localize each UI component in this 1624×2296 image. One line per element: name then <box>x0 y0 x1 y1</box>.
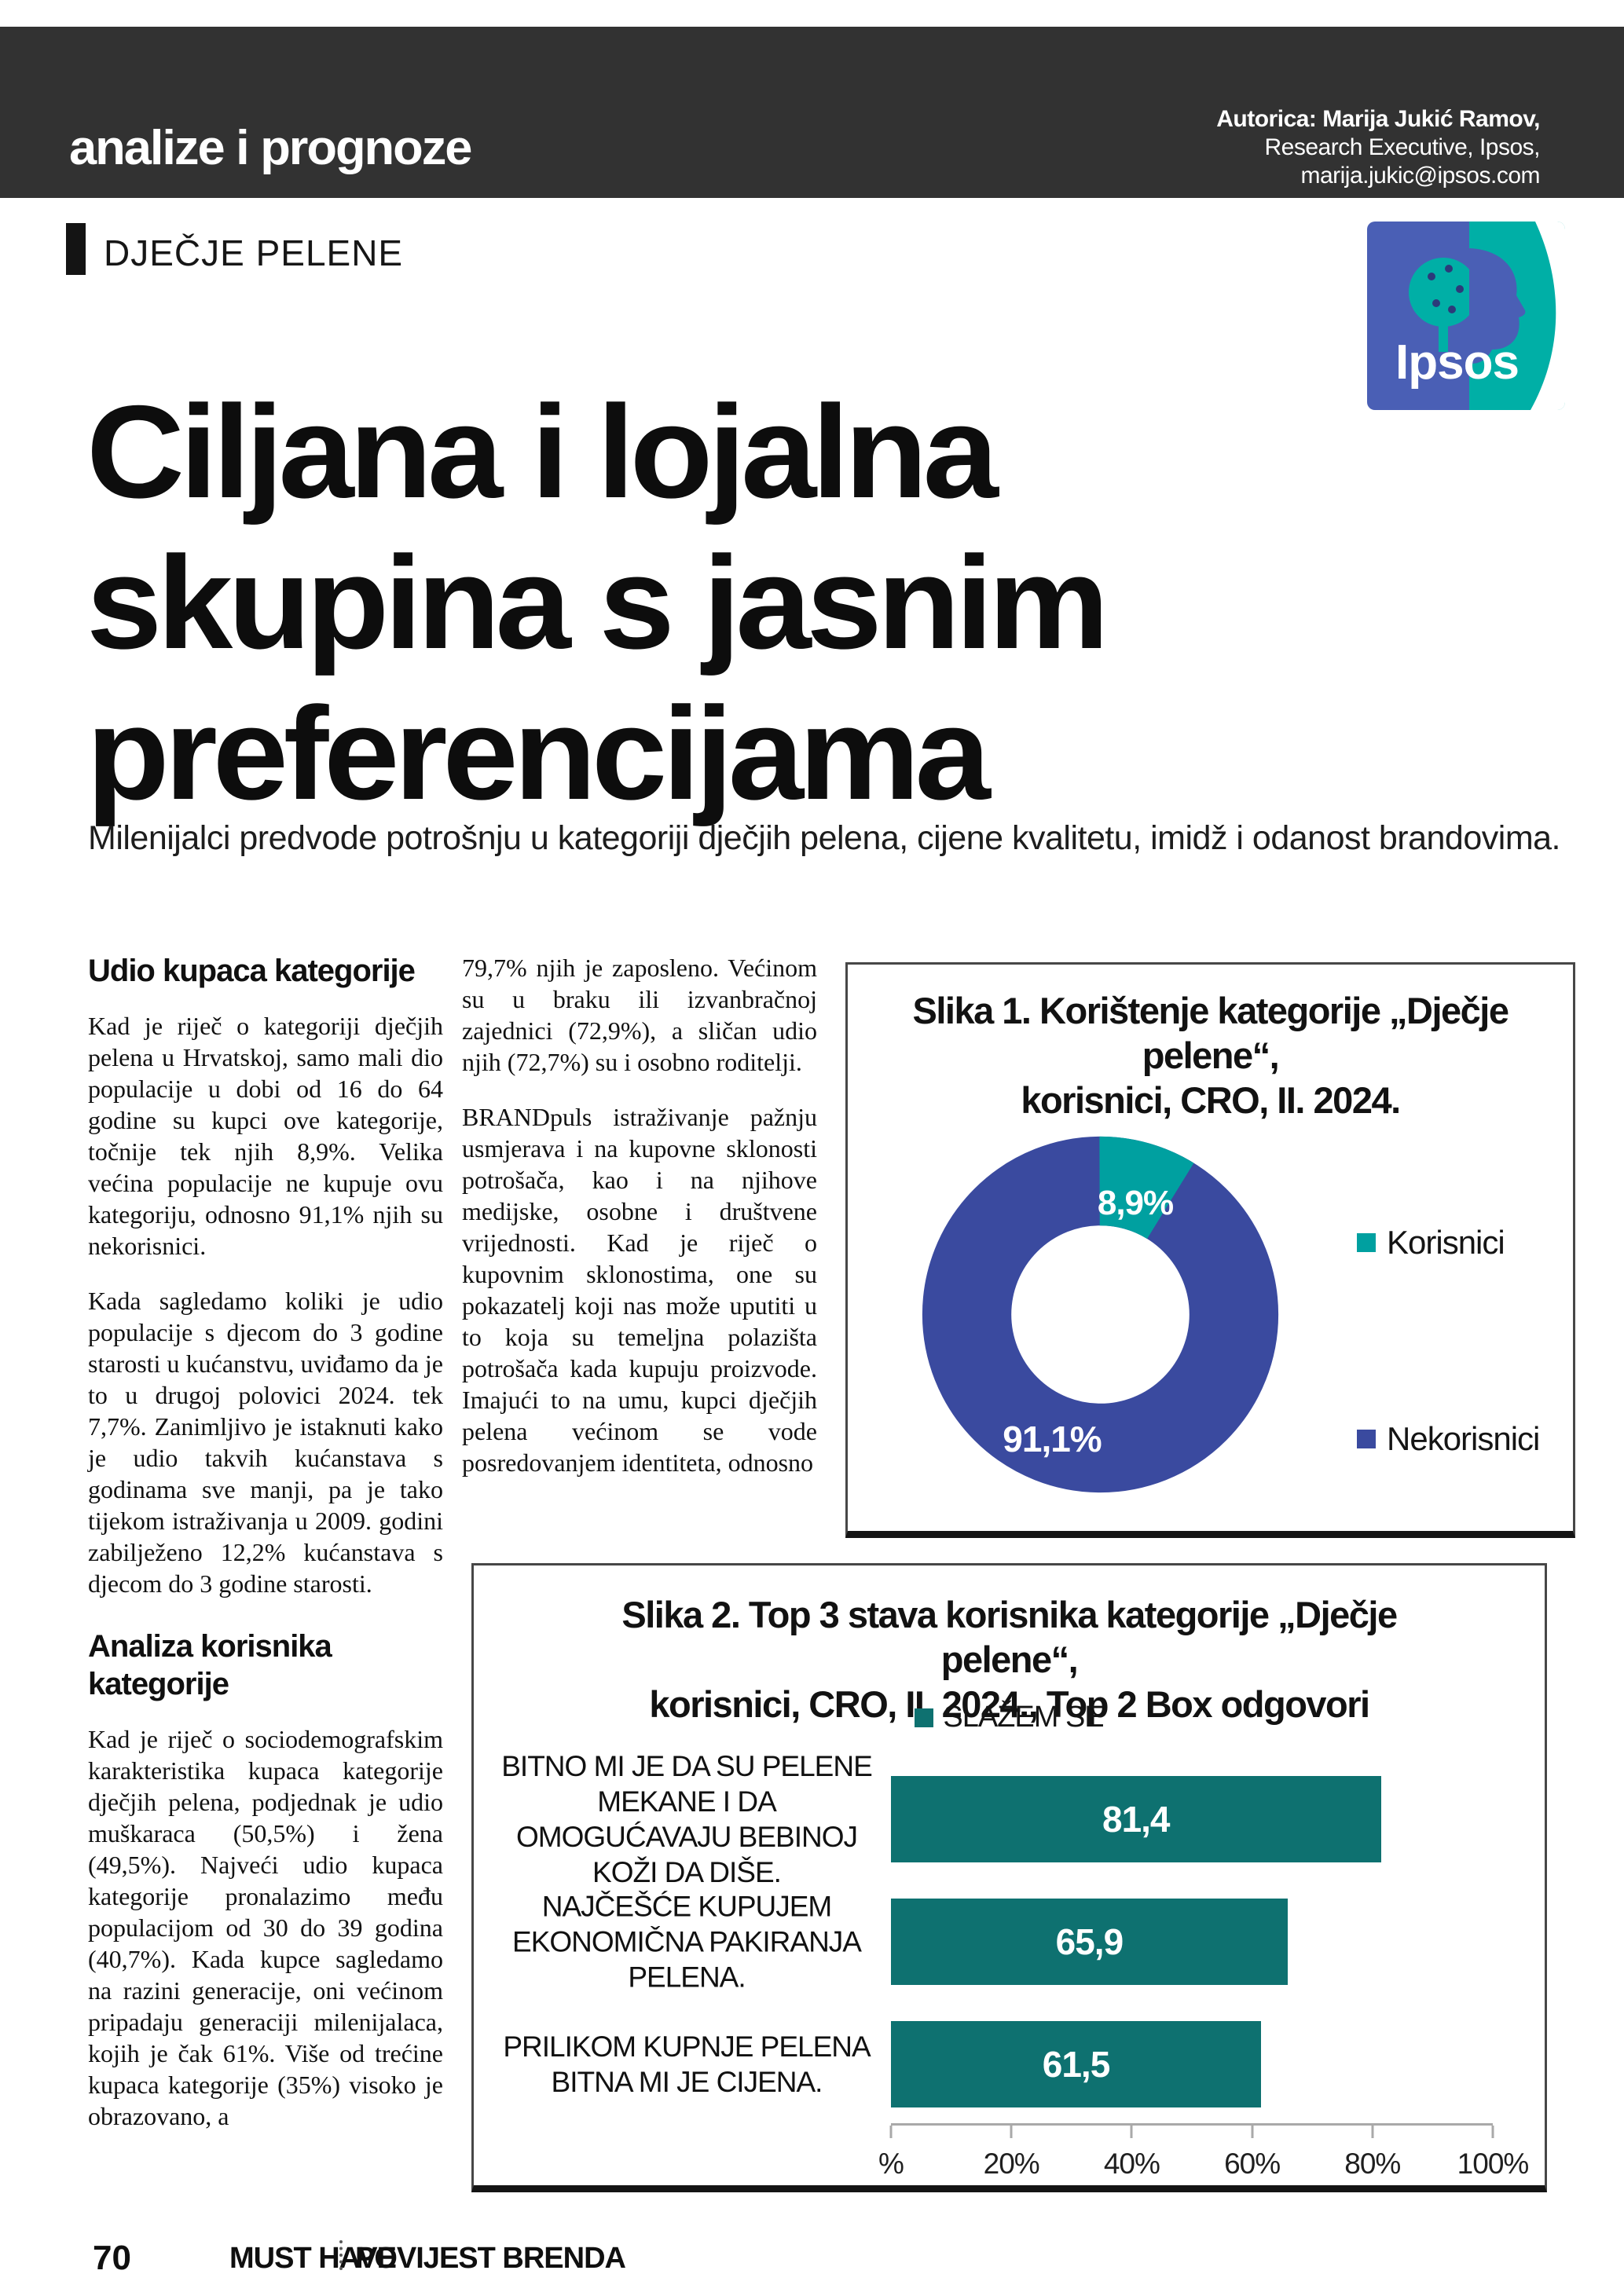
figure-1-donut-chart: Slika 1. Korištenje kategorije „Dječje p… <box>845 962 1575 1538</box>
bar-area: 81,4 <box>891 1776 1493 1862</box>
legend-slazem-se: SLAŽEM SE <box>474 1701 1545 1734</box>
headline: Ciljana i lojalna skupina s jasnim prefe… <box>86 377 1109 827</box>
bar-category-label: BITNO MI JE DA SU PELENE MEKANE I DA OMO… <box>501 1750 873 1888</box>
bar-category-label: NAJČEŠĆE KUPUJEM EKONOMIČNA PAKIRANJA PE… <box>512 1890 862 1994</box>
author-email: marija.jukic@ipsos.com <box>1300 163 1540 189</box>
x-tick-label: 20% <box>983 2148 1040 2180</box>
masthead-title: analize i prognoze <box>69 121 472 175</box>
bar-ekonomicna-pakiranja: 65,9 <box>891 1899 1288 1985</box>
bar-area: 65,9 <box>891 1899 1493 1985</box>
legend-item-korisnici: Korisnici <box>1357 1224 1505 1262</box>
figure-2-title: Slika 2. Top 3 stava korisnika kategorij… <box>621 1594 1398 1725</box>
logo-curve-cut <box>1531 222 1565 410</box>
logo-face-icon <box>1469 248 1526 364</box>
footer-divider <box>339 2240 343 2270</box>
bar-area: 61,5 <box>891 2021 1493 2107</box>
page-number: 70 <box>93 2239 131 2277</box>
legend-swatch-korisnici <box>1357 1233 1376 1252</box>
figure-2-bar-chart: Slika 2. Top 3 stava korisnika kategorij… <box>471 1563 1547 2192</box>
logo-tree-icon <box>1409 258 1478 327</box>
author-block: Autorica: Marija Jukić Ramov, Research E… <box>1216 105 1540 190</box>
bar-category-label: PRILIKOM KUPNJE PELENA BITNA MI JE CIJEN… <box>503 2031 871 2098</box>
donut-value-korisnici: 8,9% <box>1097 1184 1174 1222</box>
legend-label: SLAŽEM SE <box>943 1701 1104 1734</box>
legend-item-nekorisnici: Nekorisnici <box>1357 1420 1540 1458</box>
logo-wordmark: Ipsos <box>1395 335 1519 390</box>
legend-label: Korisnici <box>1387 1224 1505 1261</box>
ipsos-logo: Ipsos <box>1367 222 1565 410</box>
x-axis: % 20% 40% 60% 80% 100% <box>878 2123 1529 2180</box>
paragraph: Kad je riječ o kategoriji dječjih pelena… <box>88 1012 443 1260</box>
kicker-tick <box>66 223 86 275</box>
x-tick-label: 100% <box>1457 2148 1530 2180</box>
legend-swatch-nekorisnici <box>1357 1430 1376 1448</box>
footer-brand: MUST HAVE <box>229 2242 397 2275</box>
text-column-2: 79,7% njih je zaposleno. Većinom su u br… <box>462 952 817 1502</box>
footer-section: POVIJEST BRENDA <box>355 2242 626 2275</box>
bar-row: NAJČEŠĆE KUPUJEM EKONOMIČNA PAKIRANJA PE… <box>474 1891 1545 1994</box>
section-heading-analiza-korisnika: Analiza korisnika kategorije <box>88 1629 332 1701</box>
author-role: Research Executive, Ipsos, <box>1264 134 1540 160</box>
paragraph: BRANDpuls istraživanje pažnju usmjerava … <box>462 1103 817 1477</box>
page-footer: 70 MUST HAVE POVIJEST BRENDA <box>0 2239 1624 2278</box>
donut-value-nekorisnici: 91,1% <box>1003 1419 1102 1459</box>
author-name: Autorica: Marija Jukić Ramov, <box>1216 106 1540 132</box>
x-tick-label: 80% <box>1344 2148 1401 2180</box>
text-column-1: Udio kupaca kategorije Kad je riječ o ka… <box>88 952 443 2155</box>
paragraph: Kada sagledamo koliki je udio populacije… <box>88 1287 443 1598</box>
bar-row: BITNO MI JE DA SU PELENE MEKANE I DA OMO… <box>474 1750 1545 1888</box>
kicker-label: DJEČJE PELENE <box>104 233 404 273</box>
x-tick-label: 40% <box>1103 2148 1160 2180</box>
bar-bitna-cijena: 61,5 <box>891 2021 1262 2107</box>
lede: Milenijalci predvode potrošnju u kategor… <box>88 819 1561 857</box>
legend-swatch-slazem-se <box>915 1708 934 1727</box>
paragraph: 79,7% njih je zaposleno. Većinom su u br… <box>462 954 817 1076</box>
masthead-bar: analize i prognoze Autorica: Marija Juki… <box>0 27 1624 198</box>
bar-mekane-pelene: 81,4 <box>891 1776 1381 1862</box>
legend-label: Nekorisnici <box>1387 1420 1540 1457</box>
x-tick-label: 60% <box>1224 2148 1281 2180</box>
donut-segment-korisnici <box>922 1136 1279 1493</box>
bar-row: PRILIKOM KUPNJE PELENA BITNA MI JE CIJEN… <box>474 2021 1545 2107</box>
section-heading-udio-kupaca: Udio kupaca kategorije <box>88 954 416 988</box>
figure-1-title: Slika 1. Korištenje kategorije „Dječje p… <box>912 990 1509 1121</box>
paragraph: Kad je riječ o sociodemografskim karakte… <box>88 1725 443 2130</box>
donut-chart: 8,9% 91,1% <box>898 1112 1303 1517</box>
x-tick-label: % <box>878 2148 904 2180</box>
